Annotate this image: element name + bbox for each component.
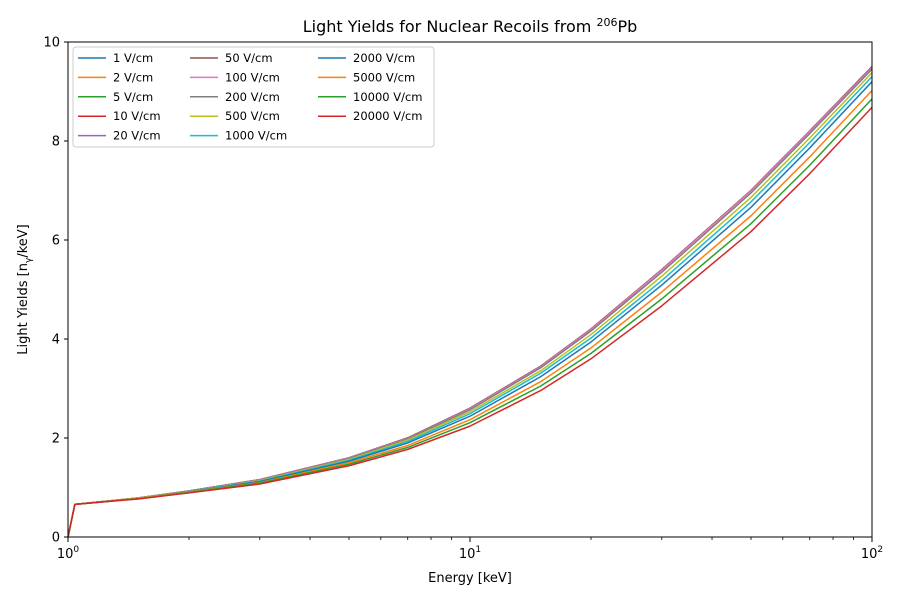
- legend-label-6: 100 V/cm: [225, 70, 280, 84]
- legend-label-1: 2 V/cm: [113, 70, 153, 84]
- legend-label-13: 20000 V/cm: [353, 109, 423, 123]
- legend: 1 V/cm 2 V/cm 5 V/cm 10 V/cm 20 V/cm 50 V/cm 1…: [72, 46, 435, 148]
- legend-label-9: 1000 V/cm: [225, 129, 287, 143]
- y-axis: 0 2 4 6 8 10: [43, 36, 68, 546]
- chart-title: Light Yields for Nuclear Recoils from 20…: [303, 16, 638, 36]
- x-axis-label: Energy [keV]: [428, 571, 512, 586]
- legend-label-10: 2000 V/cm: [353, 51, 415, 65]
- y-axis-label: Light Yields [nγ/keV]: [16, 224, 34, 355]
- y-tick-label-3: 6: [52, 234, 60, 249]
- legend-label-3: 10 V/cm: [113, 109, 161, 123]
- y-tick-label-1: 2: [52, 432, 60, 447]
- x-tick-label-2: 102: [861, 545, 883, 562]
- legend-label-0: 1 V/cm: [113, 51, 153, 65]
- legend-frame: [72, 46, 435, 148]
- y-tick-label-4: 8: [52, 135, 60, 150]
- legend-label-8: 500 V/cm: [225, 109, 280, 123]
- legend-label-5: 50 V/cm: [225, 51, 273, 65]
- x-axis: 100 101 102: [57, 537, 883, 562]
- y-tick-label-2: 4: [52, 333, 60, 348]
- y-tick-label-0: 0: [52, 531, 60, 546]
- legend-label-2: 5 V/cm: [113, 90, 153, 104]
- series-layer: [68, 66, 872, 537]
- y-tick-label-5: 10: [43, 36, 60, 51]
- legend-label-7: 200 V/cm: [225, 90, 280, 104]
- legend-label-11: 5000 V/cm: [353, 70, 415, 84]
- series-line-13: [68, 106, 872, 537]
- legend-label-12: 10000 V/cm: [353, 90, 423, 104]
- x-tick-label-0: 100: [57, 545, 80, 562]
- x-tick-label-1: 101: [459, 545, 481, 562]
- legend-label-4: 20 V/cm: [113, 129, 161, 143]
